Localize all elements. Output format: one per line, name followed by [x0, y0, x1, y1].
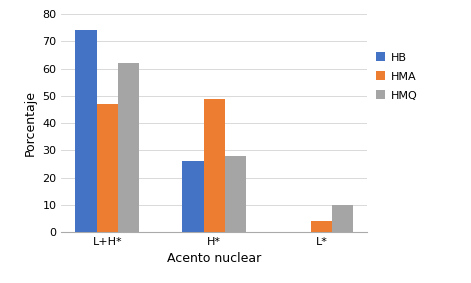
- Bar: [332, 205, 353, 232]
- Bar: [225, 156, 246, 232]
- Bar: [97, 104, 118, 232]
- Bar: [118, 63, 139, 232]
- Legend: HB, HMA, HMQ: HB, HMA, HMQ: [376, 52, 417, 100]
- Bar: [311, 221, 332, 232]
- Y-axis label: Porcentaje: Porcentaje: [24, 90, 37, 156]
- Bar: [203, 98, 225, 232]
- Bar: [75, 31, 97, 232]
- X-axis label: Acento nuclear: Acento nuclear: [167, 252, 261, 265]
- Bar: [182, 161, 203, 232]
